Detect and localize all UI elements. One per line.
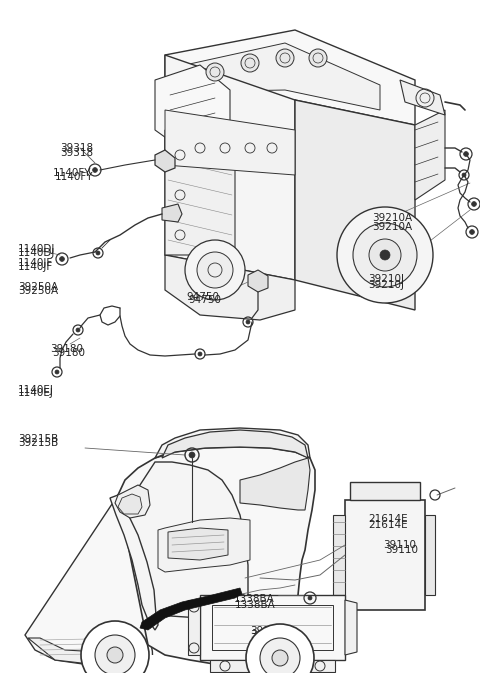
Circle shape	[60, 256, 64, 261]
Text: 39318: 39318	[60, 148, 93, 158]
Circle shape	[369, 239, 401, 271]
Circle shape	[96, 251, 100, 255]
Circle shape	[276, 49, 294, 67]
Circle shape	[206, 63, 224, 81]
Polygon shape	[240, 458, 310, 510]
Polygon shape	[162, 430, 308, 458]
Circle shape	[380, 250, 390, 260]
Circle shape	[246, 320, 250, 324]
Circle shape	[76, 328, 80, 332]
Polygon shape	[168, 528, 228, 560]
Text: 39210J: 39210J	[368, 274, 404, 284]
Text: 39210A: 39210A	[372, 222, 412, 232]
Text: 1338BA: 1338BA	[234, 594, 275, 604]
Text: 39180: 39180	[52, 348, 85, 358]
Text: 1140JF: 1140JF	[18, 258, 53, 268]
Polygon shape	[248, 270, 268, 292]
Polygon shape	[155, 65, 230, 155]
Circle shape	[469, 229, 474, 234]
Polygon shape	[200, 595, 345, 660]
Polygon shape	[165, 255, 295, 320]
Circle shape	[95, 635, 135, 673]
Text: 39250A: 39250A	[18, 286, 58, 296]
Polygon shape	[140, 588, 242, 630]
Text: 39318: 39318	[60, 143, 93, 153]
Text: 94750: 94750	[188, 295, 221, 305]
Text: 39150: 39150	[250, 626, 283, 636]
Circle shape	[93, 168, 97, 172]
Text: 1140FY: 1140FY	[53, 168, 92, 178]
Polygon shape	[155, 428, 310, 458]
Text: 39210A: 39210A	[372, 213, 412, 223]
Text: 39215B: 39215B	[18, 434, 58, 444]
Polygon shape	[345, 500, 425, 610]
Text: 1140EJ: 1140EJ	[18, 385, 54, 395]
Text: 39215B: 39215B	[18, 438, 58, 448]
Circle shape	[308, 596, 312, 600]
Circle shape	[197, 252, 233, 288]
Polygon shape	[110, 495, 158, 630]
Circle shape	[471, 202, 476, 207]
Polygon shape	[25, 495, 155, 665]
Polygon shape	[165, 30, 415, 125]
Circle shape	[462, 173, 466, 177]
Text: 94750: 94750	[186, 292, 219, 302]
Circle shape	[55, 370, 59, 374]
Polygon shape	[162, 204, 182, 222]
Polygon shape	[165, 110, 295, 175]
Polygon shape	[165, 55, 295, 280]
Circle shape	[309, 49, 327, 67]
Text: 21614E: 21614E	[368, 514, 408, 524]
Polygon shape	[28, 638, 148, 664]
Circle shape	[260, 638, 300, 673]
Polygon shape	[295, 100, 415, 310]
Circle shape	[464, 151, 468, 156]
Polygon shape	[185, 43, 380, 110]
Polygon shape	[188, 600, 200, 655]
Text: 39110: 39110	[385, 545, 418, 555]
Circle shape	[189, 452, 195, 458]
Circle shape	[353, 223, 417, 287]
Text: 21614E: 21614E	[368, 520, 408, 530]
Polygon shape	[158, 518, 250, 572]
Circle shape	[241, 54, 259, 72]
Text: 39250A: 39250A	[18, 282, 58, 292]
Polygon shape	[125, 462, 248, 618]
Text: 1140JF: 1140JF	[18, 262, 53, 272]
Circle shape	[185, 240, 245, 300]
Polygon shape	[333, 515, 345, 595]
Circle shape	[81, 621, 149, 673]
Text: 39150: 39150	[250, 630, 283, 640]
Circle shape	[246, 624, 314, 673]
Polygon shape	[118, 494, 142, 514]
Polygon shape	[415, 110, 445, 200]
Polygon shape	[425, 515, 435, 595]
Polygon shape	[210, 660, 335, 672]
Polygon shape	[155, 150, 175, 172]
Text: 1140EJ: 1140EJ	[18, 388, 54, 398]
Circle shape	[272, 650, 288, 666]
Polygon shape	[118, 447, 315, 665]
Text: 1140FY: 1140FY	[55, 172, 94, 182]
Text: 39180: 39180	[50, 344, 83, 354]
Polygon shape	[350, 482, 420, 500]
Polygon shape	[115, 485, 150, 518]
Circle shape	[198, 352, 202, 356]
Polygon shape	[165, 130, 235, 255]
Circle shape	[337, 207, 433, 303]
Polygon shape	[400, 80, 445, 115]
Circle shape	[107, 647, 123, 663]
Text: 39110: 39110	[383, 540, 416, 550]
Text: 1140DJ: 1140DJ	[18, 244, 55, 254]
Text: 1140DJ: 1140DJ	[18, 248, 55, 258]
Polygon shape	[345, 600, 357, 655]
Text: 1338BA: 1338BA	[235, 600, 276, 610]
Text: 39210J: 39210J	[368, 280, 404, 290]
